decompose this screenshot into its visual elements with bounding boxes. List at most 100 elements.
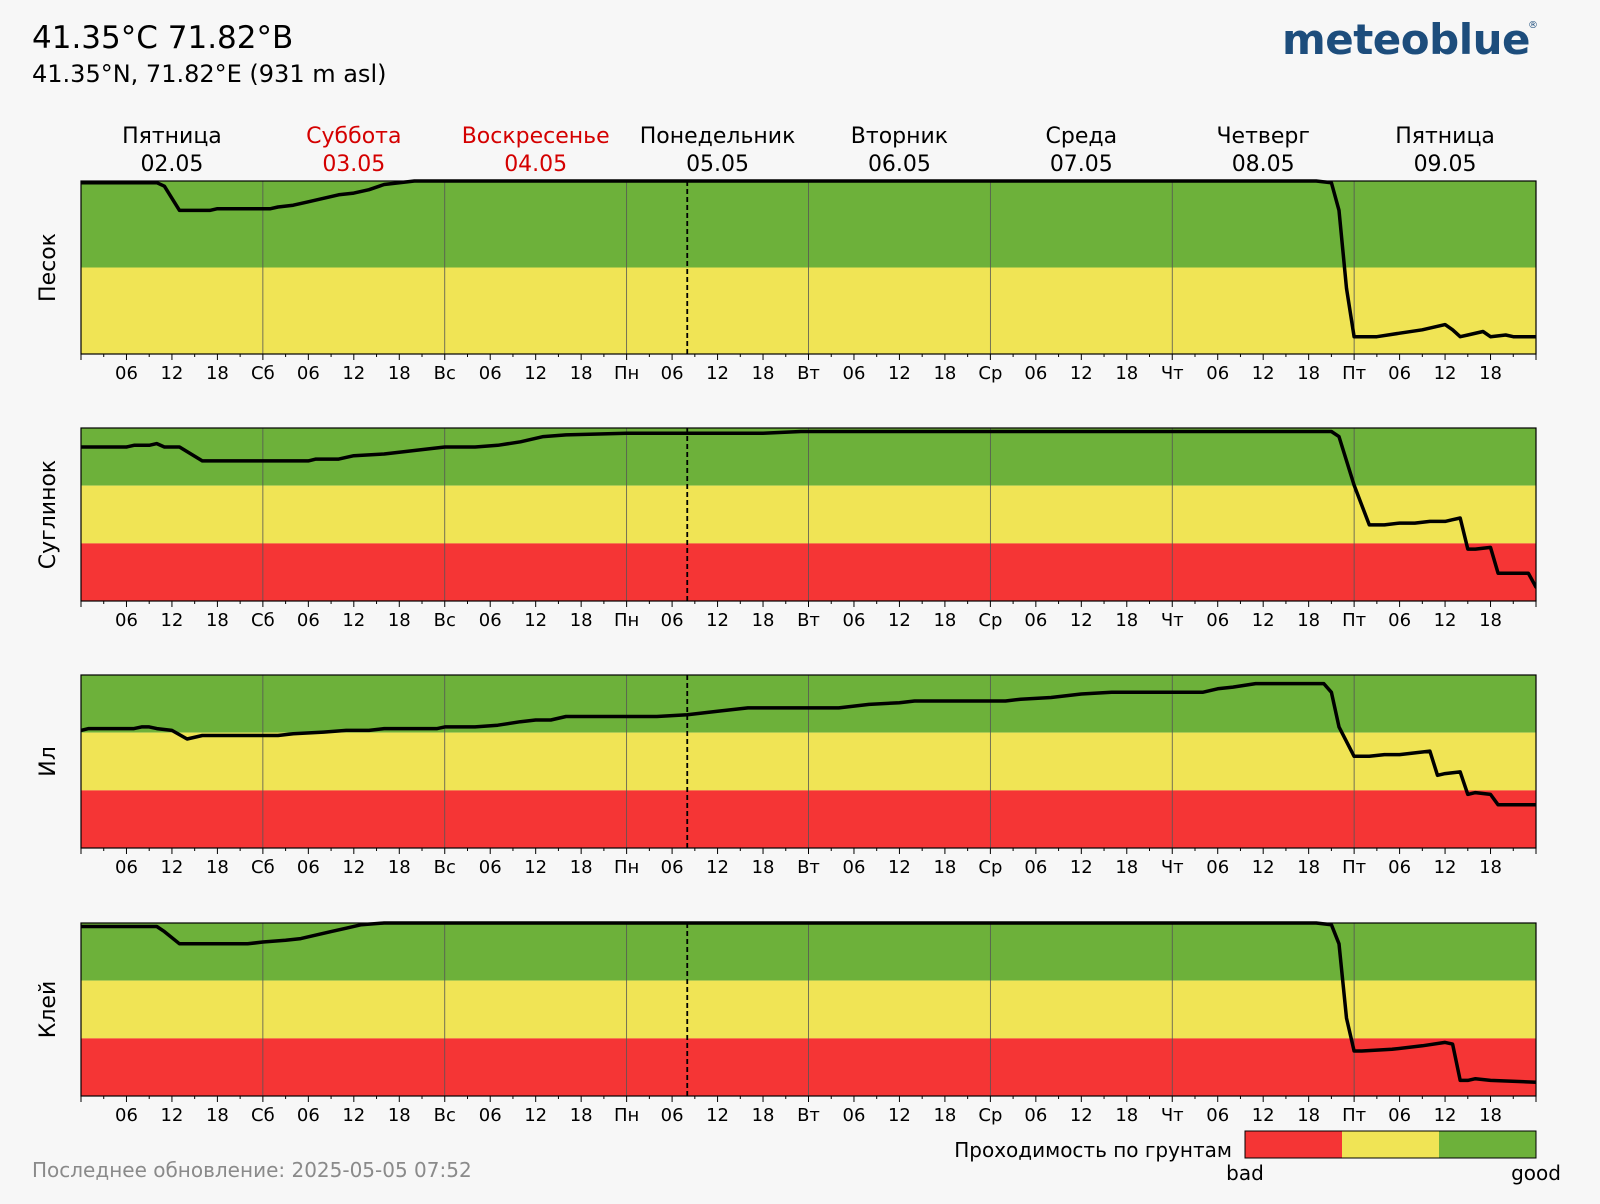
x-day-tick-label: Вс	[434, 610, 456, 631]
x-hour-tick-label: 06	[661, 363, 684, 384]
x-hour-tick-label: 12	[888, 1105, 911, 1126]
x-day-tick-label: Сб	[251, 610, 275, 631]
x-hour-tick-label: 12	[524, 610, 547, 631]
x-hour-tick-label: 18	[1479, 610, 1502, 631]
x-hour-tick-label: 12	[1070, 363, 1093, 384]
x-hour-tick-label: 18	[570, 363, 593, 384]
legend-high-label: good	[1511, 1161, 1561, 1185]
x-hour-tick-label: 18	[570, 610, 593, 631]
page-title: 41.35°C 71.82°B	[32, 20, 294, 56]
x-day-tick-label: Пн	[614, 1105, 639, 1126]
x-hour-tick-label: 12	[1434, 610, 1457, 631]
x-day-tick-label: Ср	[978, 1105, 1002, 1126]
day-date-label: 03.05	[322, 152, 385, 177]
x-hour-tick-label: 18	[570, 857, 593, 878]
legend-title: Проходимость по грунтам	[954, 1138, 1232, 1162]
x-hour-tick-label: 18	[388, 1105, 411, 1126]
x-hour-tick-label: 06	[661, 857, 684, 878]
day-name-label: Пятница	[122, 124, 222, 149]
x-hour-tick-label: 06	[115, 363, 138, 384]
day-name-label: Воскресенье	[462, 124, 610, 149]
x-hour-tick-label: 18	[1115, 857, 1138, 878]
day-date-label: 07.05	[1050, 152, 1113, 177]
x-hour-tick-label: 12	[1252, 857, 1275, 878]
x-hour-tick-label: 12	[706, 857, 729, 878]
legend-swatch-good	[1439, 1131, 1536, 1158]
x-hour-tick-label: 06	[1388, 1105, 1411, 1126]
x-hour-tick-label: 06	[479, 1105, 502, 1126]
x-hour-tick-label: 18	[1297, 610, 1320, 631]
day-name-label: Понедельник	[640, 124, 796, 149]
x-day-tick-label: Вт	[797, 857, 820, 878]
day-name-label: Пятница	[1395, 124, 1495, 149]
x-hour-tick-label: 18	[1479, 1105, 1502, 1126]
x-hour-tick-label: 12	[342, 363, 365, 384]
x-day-tick-label: Пт	[1342, 1105, 1366, 1126]
x-day-tick-label: Пт	[1342, 363, 1366, 384]
x-hour-tick-label: 18	[752, 363, 775, 384]
x-hour-tick-label: 18	[752, 610, 775, 631]
day-date-label: 04.05	[504, 152, 567, 177]
day-date-label: 08.05	[1232, 152, 1295, 177]
x-hour-tick-label: 06	[297, 857, 320, 878]
x-hour-tick-label: 12	[342, 1105, 365, 1126]
x-day-tick-label: Ср	[978, 610, 1002, 631]
x-hour-tick-label: 18	[388, 610, 411, 631]
x-hour-tick-label: 06	[479, 363, 502, 384]
x-hour-tick-label: 12	[160, 363, 183, 384]
x-hour-tick-label: 06	[843, 363, 866, 384]
brand-logo[interactable]: meteoblue	[1281, 15, 1531, 64]
x-hour-tick-label: 06	[1206, 363, 1229, 384]
location-subtitle: 41.35°N, 71.82°E (931 m asl)	[32, 60, 387, 88]
x-hour-tick-label: 06	[661, 1105, 684, 1126]
x-hour-tick-label: 06	[479, 857, 502, 878]
x-hour-tick-label: 18	[1115, 1105, 1138, 1126]
legend-swatch-bad	[1245, 1131, 1342, 1158]
x-hour-tick-label: 12	[342, 610, 365, 631]
x-day-tick-label: Вс	[434, 1105, 456, 1126]
x-hour-tick-label: 06	[297, 363, 320, 384]
x-hour-tick-label: 18	[1479, 857, 1502, 878]
x-hour-tick-label: 06	[1024, 610, 1047, 631]
panel-y-label: Клей	[36, 981, 61, 1039]
x-day-tick-label: Пт	[1342, 610, 1366, 631]
x-hour-tick-label: 18	[388, 857, 411, 878]
x-hour-tick-label: 12	[1434, 857, 1457, 878]
x-hour-tick-label: 18	[206, 610, 229, 631]
x-hour-tick-label: 18	[388, 363, 411, 384]
x-day-tick-label: Вт	[797, 610, 820, 631]
x-hour-tick-label: 18	[206, 1105, 229, 1126]
x-hour-tick-label: 06	[1388, 610, 1411, 631]
x-hour-tick-label: 06	[479, 610, 502, 631]
x-hour-tick-label: 06	[1206, 610, 1229, 631]
x-day-tick-label: Пн	[614, 857, 639, 878]
x-hour-tick-label: 06	[1024, 1105, 1047, 1126]
x-hour-tick-label: 12	[524, 1105, 547, 1126]
x-hour-tick-label: 06	[297, 1105, 320, 1126]
x-hour-tick-label: 06	[115, 1105, 138, 1126]
panel-series-line	[81, 429, 1536, 589]
x-hour-tick-label: 18	[206, 363, 229, 384]
x-hour-tick-label: 12	[160, 857, 183, 878]
x-hour-tick-label: 12	[1070, 1105, 1093, 1126]
x-hour-tick-label: 18	[752, 1105, 775, 1126]
legend-frame	[1244, 1130, 1537, 1159]
x-hour-tick-label: 18	[1115, 363, 1138, 384]
day-date-label: 09.05	[1414, 152, 1477, 177]
x-hour-tick-label: 06	[1206, 1105, 1229, 1126]
x-day-tick-label: Чт	[1161, 857, 1184, 878]
x-hour-tick-label: 12	[1252, 610, 1275, 631]
x-hour-tick-label: 18	[1297, 363, 1320, 384]
x-hour-tick-label: 06	[1024, 363, 1047, 384]
x-hour-tick-label: 06	[1024, 857, 1047, 878]
x-day-tick-label: Чт	[1161, 610, 1184, 631]
x-hour-tick-label: 18	[1479, 363, 1502, 384]
day-name-label: Вторник	[851, 124, 948, 149]
last-update-text: Последнее обновление: 2025-05-05 07:52	[32, 1158, 472, 1182]
x-hour-tick-label: 06	[1206, 857, 1229, 878]
day-date-label: 05.05	[686, 152, 749, 177]
day-name-label: Суббота	[306, 124, 401, 149]
x-day-tick-label: Пн	[614, 363, 639, 384]
x-day-tick-label: Вс	[434, 363, 456, 384]
x-hour-tick-label: 12	[1252, 1105, 1275, 1126]
